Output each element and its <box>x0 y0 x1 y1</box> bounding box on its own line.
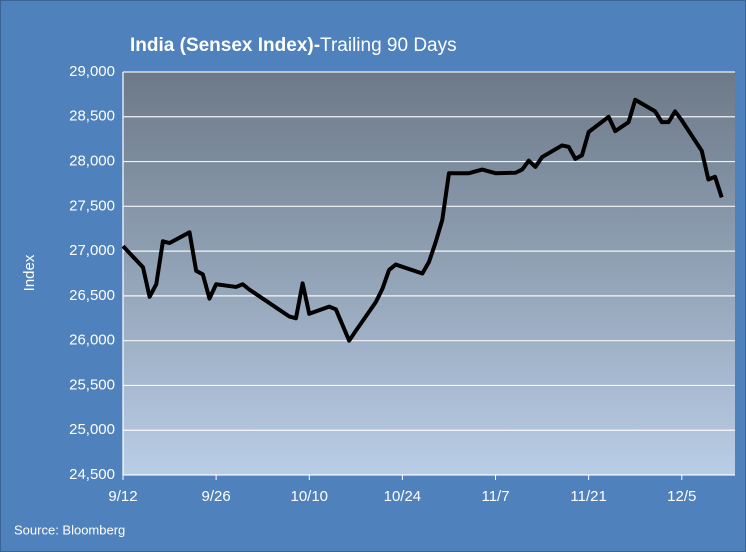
title-bold: India (Sensex Index)- <box>130 35 320 56</box>
plot-area <box>123 72 735 475</box>
x-tick-label: 9/12 <box>108 488 137 505</box>
y-tick-label: 29,000 <box>69 63 115 80</box>
line-series <box>121 97 724 343</box>
source: Source: Bloomberg <box>14 522 125 537</box>
y-tick-label: 26,000 <box>69 332 115 349</box>
y-tick-label: 27,500 <box>69 197 115 214</box>
x-tick-label: 10/24 <box>384 488 422 505</box>
y-axis-label: Index <box>21 254 38 291</box>
x-tick-label: 12/5 <box>667 488 696 505</box>
chart-title: India (Sensex Index)-Trailing 90 Days <box>130 35 457 56</box>
y-tick-label: 27,000 <box>69 242 115 259</box>
y-tick-label: 28,500 <box>69 108 115 125</box>
y-tick-label: 26,500 <box>69 287 115 304</box>
title-rest: Trailing 90 Days <box>320 35 457 56</box>
y-tick-label: 28,000 <box>69 153 115 170</box>
y-tick-label: 25,000 <box>69 421 115 438</box>
x-tick-label: 10/10 <box>290 488 328 505</box>
y-tick-label: 24,500 <box>69 466 115 483</box>
x-tick-label: 11/7 <box>481 488 509 505</box>
x-tick-label: 9/26 <box>202 488 231 505</box>
y-tick-label: 25,500 <box>69 376 115 393</box>
x-tick-label: 11/21 <box>570 488 606 505</box>
